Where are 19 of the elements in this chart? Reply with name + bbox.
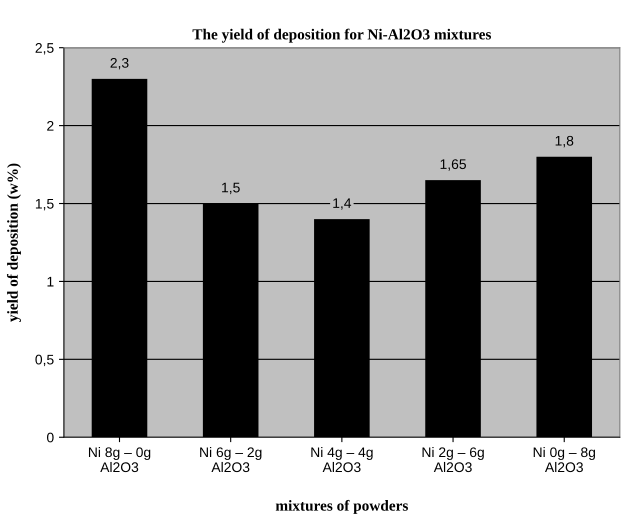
x-tick-label: Ni 8g – 0g Al2O3 <box>88 446 150 472</box>
y-tick-label: 0 <box>46 432 54 442</box>
x-tick-label: Ni 2g – 6g Al2O3 <box>422 446 484 472</box>
x-tick-label: Ni 0g – 8g Al2O3 <box>534 446 595 472</box>
data-label: 1,4 <box>333 198 352 210</box>
y-axis-title: yield of deposition (w%) <box>6 164 21 322</box>
x-axis-title: mixtures of powders <box>276 500 408 514</box>
x-tick-label: Ni 4g – 4g Al2O3 <box>311 446 373 472</box>
data-label: 1,8 <box>556 136 574 148</box>
y-tick-label: 1,5 <box>36 198 54 210</box>
data-label: 1,5 <box>222 182 240 194</box>
y-tick-label: 2,5 <box>36 43 54 55</box>
data-label: 1,65 <box>440 159 466 171</box>
x-tick-label: Ni 6g – 2g Al2O3 <box>200 446 262 472</box>
chart-title: The yield of deposition for Ni-Al2O3 mixtures <box>192 28 492 43</box>
y-tick-label: 1 <box>48 276 54 286</box>
data-label: 2,3 <box>110 58 129 70</box>
y-tick-label: 0,5 <box>35 354 54 366</box>
y-tick-label: 2 <box>47 120 54 131</box>
